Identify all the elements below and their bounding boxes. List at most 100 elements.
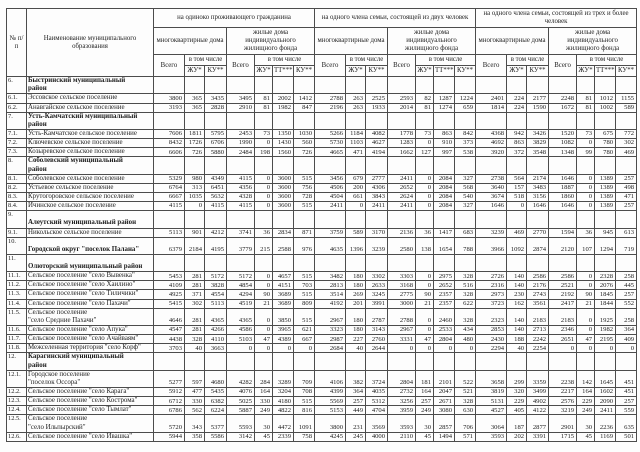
value-cell: 4110 xyxy=(204,334,227,345)
value-cell: 2975 xyxy=(433,271,456,282)
value-cell: 200 xyxy=(345,182,367,193)
value-cell: 3593 xyxy=(475,431,508,442)
value-cell: 3600 xyxy=(272,182,294,193)
value-cell: 2910 xyxy=(226,102,255,113)
value-cell: 3219 xyxy=(548,405,578,416)
ku-header: КУ** xyxy=(526,65,550,78)
value-cell: 140 xyxy=(506,325,528,336)
value-cell xyxy=(433,210,456,229)
row-number: 12.5. xyxy=(6,414,27,433)
value-cell: 1646 xyxy=(475,201,508,212)
value-cell: 40 xyxy=(184,343,205,354)
value-cell: 227 xyxy=(345,334,367,345)
value-cell: 4399 xyxy=(314,387,347,398)
tt-header: ТТ*** xyxy=(433,65,456,78)
row-number: 6. xyxy=(6,76,27,95)
value-cell: 3170 xyxy=(365,227,389,238)
row-number: 11.3. xyxy=(6,289,27,300)
value-cell: 4822 xyxy=(272,405,294,416)
subgroup-individual: жилые дома индивидуального жилищного фон… xyxy=(548,27,638,56)
value-cell: 3966 xyxy=(475,236,508,255)
value-cell xyxy=(204,352,227,371)
value-cell: 0 xyxy=(548,343,578,354)
value-cell: 164 xyxy=(254,387,273,398)
value-cell: 3759 xyxy=(314,227,347,238)
value-cell: 1672 xyxy=(548,102,578,113)
municipality-name: Сельское поселение "село Тиличики" xyxy=(26,289,154,300)
ku-header: КУ** xyxy=(365,65,389,78)
value-cell: 2576 xyxy=(548,396,578,407)
value-cell: 257 xyxy=(615,201,638,212)
value-cell: 4194 xyxy=(365,147,389,158)
value-cell: 564 xyxy=(506,173,528,184)
value-cell xyxy=(576,253,596,273)
total-header: Всего xyxy=(226,54,255,78)
value-cell: 842 xyxy=(454,128,477,140)
value-cell: 728 xyxy=(292,191,316,203)
value-cell: 3800 xyxy=(153,93,185,104)
municipality-name: Никольское сельское поселение xyxy=(26,227,154,238)
municipality-name: Сельское поселение "село Хаилино" xyxy=(26,280,154,291)
value-cell xyxy=(615,76,638,95)
value-cell: 127 xyxy=(415,147,435,158)
value-cell xyxy=(433,352,456,371)
value-cell: 5887 xyxy=(226,405,255,416)
value-cell: 328 xyxy=(454,307,477,327)
value-cell xyxy=(526,352,550,371)
value-cell: 99 xyxy=(576,147,596,158)
value-cell: 4356 xyxy=(226,182,255,193)
value-cell: 47 xyxy=(576,334,596,345)
value-cell: 0 xyxy=(415,138,435,149)
value-cell xyxy=(615,352,638,371)
value-cell: 1103 xyxy=(345,138,367,149)
value-cell xyxy=(272,111,294,130)
value-cell: 2176 xyxy=(526,280,550,291)
value-cell: 0 xyxy=(254,191,273,203)
value-cell: 2586 xyxy=(526,271,550,282)
value-cell: 3302 xyxy=(365,271,389,282)
value-cell: 2874 xyxy=(526,236,550,255)
value-cell: 589 xyxy=(615,102,638,113)
value-cell xyxy=(254,210,273,229)
value-cell: 5415 xyxy=(153,298,185,309)
value-cell: 3359 xyxy=(526,369,550,389)
value-cell: 0 xyxy=(576,307,596,327)
value-cell: 703 xyxy=(292,280,316,291)
value-cell: 0 xyxy=(576,280,596,291)
value-cell: 257 xyxy=(615,396,638,407)
value-cell: 2684 xyxy=(314,343,347,354)
value-cell: 4180 xyxy=(272,396,294,407)
value-cell: 2101 xyxy=(433,369,456,389)
value-cell: 4365 xyxy=(204,307,227,327)
value-cell: 30 xyxy=(576,414,596,433)
table-row: 9. Алеутский муниципальный район xyxy=(6,210,638,229)
including-header: в том числе xyxy=(253,54,316,67)
value-cell: 4115 xyxy=(226,173,255,184)
ku-header: КУ** xyxy=(615,65,638,78)
value-cell: 445 xyxy=(615,280,638,291)
value-cell xyxy=(615,111,638,130)
table-row: 12.6. Сельское поселение "село Ивашка" 594… xyxy=(6,431,638,442)
value-cell: 1224 xyxy=(454,93,477,104)
value-cell: 3156 xyxy=(526,191,550,203)
including-header: в том числе xyxy=(576,54,638,67)
value-cell: 0 xyxy=(454,343,477,354)
value-cell: 328 xyxy=(454,396,477,407)
value-cell: 706 xyxy=(454,414,477,433)
value-cell: 1389 xyxy=(594,201,617,212)
value-cell: 4245 xyxy=(314,431,347,442)
value-cell: 2236 xyxy=(594,414,617,433)
municipality-name: Ичинское сельское поселение xyxy=(26,201,154,212)
value-cell xyxy=(506,111,528,130)
value-cell: 257 xyxy=(415,396,435,407)
value-cell xyxy=(184,210,205,229)
value-cell: 1092 xyxy=(506,236,528,255)
municipality-name: Олюторский муниципальный район xyxy=(26,253,154,273)
value-cell: 552 xyxy=(615,298,638,309)
value-cell: 373 xyxy=(454,138,477,149)
value-cell: 3168 xyxy=(387,280,417,291)
value-cell: 3920 xyxy=(475,147,508,158)
value-cell: 258 xyxy=(615,271,638,282)
value-cell: 0 xyxy=(415,182,435,193)
